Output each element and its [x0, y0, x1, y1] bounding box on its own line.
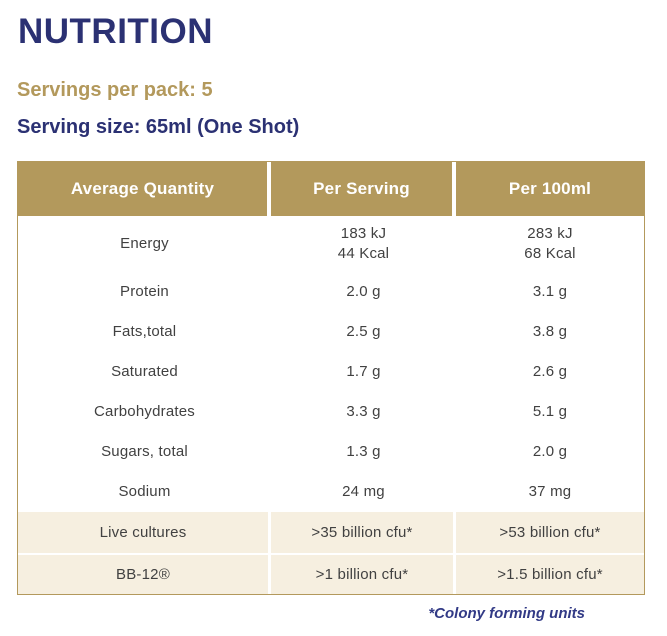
table-row: Sugars, total 1.3 g 2.0 g [18, 432, 644, 472]
per-serving-value: >1 billion cfu* [271, 553, 456, 594]
row-label: Live cultures [18, 512, 271, 553]
footnote-colony-forming-units: *Colony forming units [428, 605, 585, 622]
cell-text-line: 283 kJ [527, 225, 573, 242]
cell-text-line: 44 Kcal [337, 245, 390, 262]
per-100ml-value: 283 kJ 68 Kcal [456, 216, 644, 272]
cell-text-line: 2.6 g [532, 363, 568, 380]
table-body: Energy 183 kJ 44 Kcal 283 kJ 68 Kcal Protein 2… [18, 216, 644, 594]
nutrition-panel: NUTRITION Servings per pack: 5 Serving s… [0, 14, 667, 636]
column-header-per-100ml: Per 100ml [508, 179, 592, 198]
cell-text-line: 37 mg [528, 483, 572, 500]
cell-text-line: 3.8 g [532, 323, 568, 340]
per-100ml-value: 37 mg [456, 472, 644, 512]
row-label: Carbohydrates [18, 392, 271, 432]
cell-text-line: Carbohydrates [94, 403, 195, 420]
row-label: BB-12® [18, 553, 271, 594]
per-100ml-value: 5.1 g [456, 392, 644, 432]
table-row: Live cultures >35 billion cfu* >53 billion… [18, 512, 644, 553]
cell-text-line: >53 billion cfu* [499, 523, 601, 541]
per-serving-value: 2.0 g [271, 272, 456, 312]
row-label: Fats,total [18, 312, 271, 352]
cell-text-line: Saturated [111, 363, 178, 380]
table-row: Energy 183 kJ 44 Kcal 283 kJ 68 Kcal [18, 216, 644, 272]
row-label: Sugars, total [18, 432, 271, 472]
per-serving-value: 3.3 g [271, 392, 456, 432]
cell-text-line: Live cultures [99, 523, 187, 541]
row-label: Protein [18, 272, 271, 312]
table-row: Sodium 24 mg 37 mg [18, 472, 644, 512]
cell-text-line: Protein [120, 283, 169, 300]
per-serving-value: 1.7 g [271, 352, 456, 392]
cell-text-line: >1 billion cfu* [315, 565, 409, 583]
cell-text-line: 2.0 g [346, 283, 381, 300]
per-serving-value: 2.5 g [271, 312, 456, 352]
per-100ml-value: 3.1 g [456, 272, 644, 312]
cell-text-line: Fats,total [112, 323, 177, 340]
per-serving-value: 183 kJ 44 Kcal [271, 216, 456, 272]
cell-text-line: 24 mg [342, 483, 385, 500]
table-header-row: Average Quantity Per Serving Per 100ml [18, 162, 644, 216]
table-row: Protein 2.0 g 3.1 g [18, 272, 644, 312]
per-serving-value: 24 mg [271, 472, 456, 512]
cell-text-line: 3.3 g [346, 403, 381, 420]
column-header-average-quantity: Average Quantity [18, 162, 271, 216]
cell-text-line: 2.0 g [532, 443, 568, 460]
nutrition-table: Average Quantity Per Serving Per 100ml E… [17, 161, 645, 595]
serving-size-text: Serving size: 65ml (One Shot) [17, 116, 300, 138]
cell-text-line: 68 Kcal [524, 245, 576, 262]
row-label: Sodium [18, 472, 271, 512]
per-100ml-value: >53 billion cfu* [456, 512, 644, 553]
cell-text-line: Sodium [118, 483, 171, 500]
table-row: BB-12® >1 billion cfu* >1.5 billion cfu* [18, 553, 644, 594]
table-row: Saturated 1.7 g 2.6 g [18, 352, 644, 392]
cell-text-line: 2.5 g [346, 323, 381, 340]
table-row: Carbohydrates 3.3 g 5.1 g [18, 392, 644, 432]
cell-text-line: Sugars, total [101, 443, 188, 460]
cell-text-line: 183 kJ [340, 225, 387, 242]
cell-text-line: BB-12® [116, 565, 170, 583]
cell-text-line: 1.7 g [346, 363, 381, 380]
table-row: Fats,total 2.5 g 3.8 g [18, 312, 644, 352]
row-label: Energy [18, 216, 271, 272]
row-label: Saturated [18, 352, 271, 392]
per-serving-value: 1.3 g [271, 432, 456, 472]
per-100ml-value: 2.6 g [456, 352, 644, 392]
page-title: NUTRITION [18, 12, 214, 51]
cell-text-line: >35 billion cfu* [311, 523, 413, 541]
per-100ml-value: 3.8 g [456, 312, 644, 352]
cell-text-line: >1.5 billion cfu* [497, 565, 603, 583]
per-100ml-value: 2.0 g [456, 432, 644, 472]
cell-text-line: 5.1 g [532, 403, 568, 420]
per-serving-value: >35 billion cfu* [271, 512, 456, 553]
cell-text-line: 1.3 g [346, 443, 381, 460]
servings-per-pack-text: Servings per pack: 5 [17, 79, 213, 101]
per-100ml-value: >1.5 billion cfu* [456, 553, 644, 594]
column-header-per-serving: Per Serving [271, 162, 456, 216]
cell-text-line: 3.1 g [532, 283, 568, 300]
cell-text-line: Energy [120, 235, 169, 252]
